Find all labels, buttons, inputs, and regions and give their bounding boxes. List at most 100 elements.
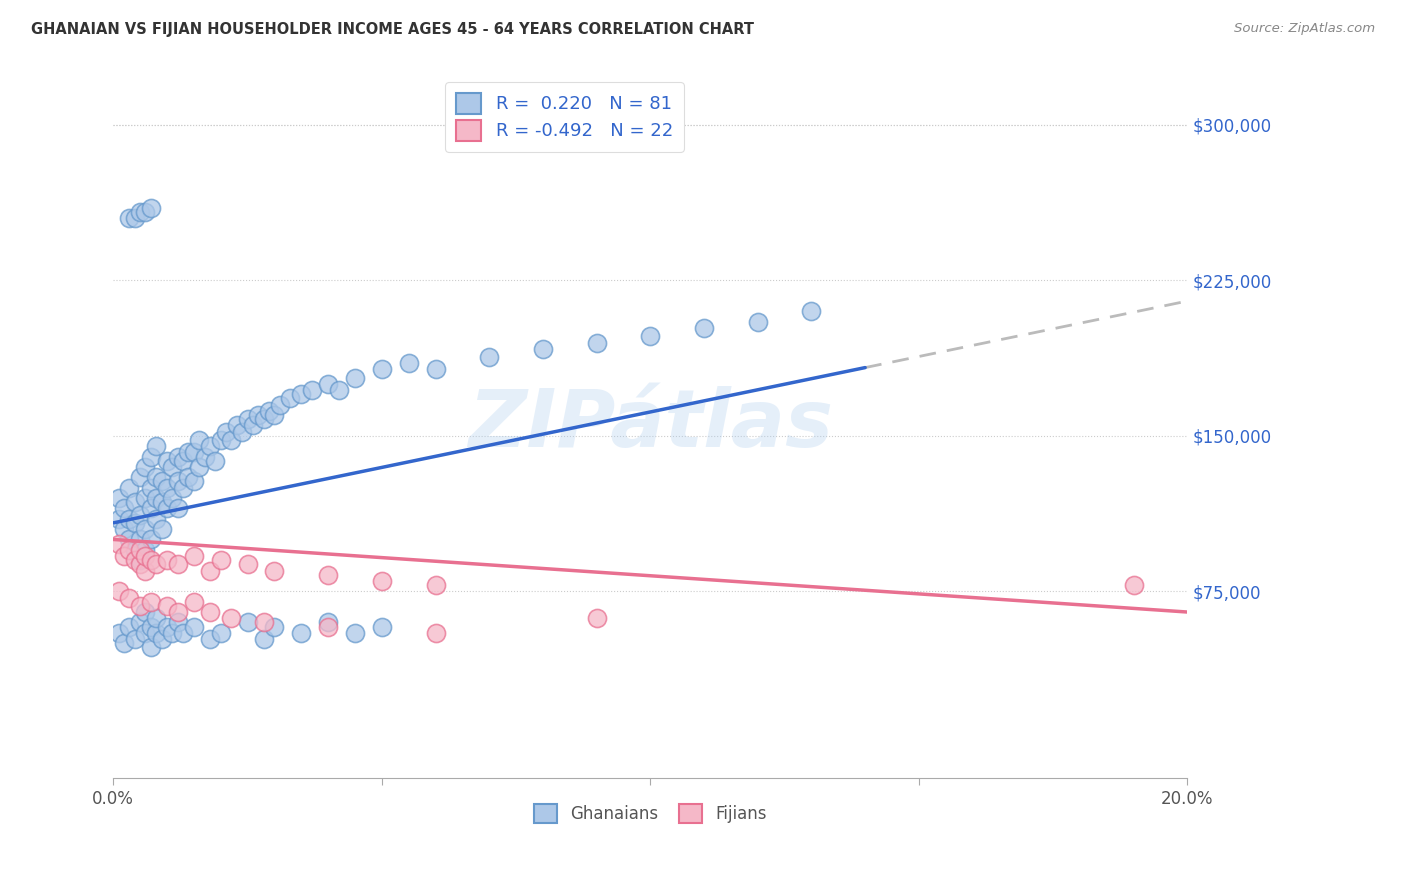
- Point: [118, 533, 141, 547]
- Point: [118, 512, 141, 526]
- Point: [343, 625, 366, 640]
- Point: [134, 459, 156, 474]
- Point: [398, 356, 420, 370]
- Point: [134, 542, 156, 557]
- Point: [145, 558, 167, 572]
- Point: [747, 315, 769, 329]
- Legend: Ghanaians, Fijians: Ghanaians, Fijians: [527, 797, 773, 830]
- Point: [172, 625, 194, 640]
- Text: ZIPátlas: ZIPátlas: [468, 386, 832, 465]
- Point: [263, 619, 285, 633]
- Point: [112, 549, 135, 563]
- Point: [129, 615, 152, 630]
- Point: [129, 508, 152, 522]
- Text: GHANAIAN VS FIJIAN HOUSEHOLDER INCOME AGES 45 - 64 YEARS CORRELATION CHART: GHANAIAN VS FIJIAN HOUSEHOLDER INCOME AG…: [31, 22, 754, 37]
- Point: [162, 625, 184, 640]
- Point: [188, 433, 211, 447]
- Point: [215, 425, 238, 439]
- Point: [253, 412, 276, 426]
- Point: [290, 625, 312, 640]
- Point: [166, 558, 188, 572]
- Point: [139, 640, 162, 655]
- Point: [129, 599, 152, 613]
- Point: [129, 205, 152, 219]
- Point: [145, 512, 167, 526]
- Point: [693, 321, 716, 335]
- Point: [166, 501, 188, 516]
- Point: [225, 418, 247, 433]
- Point: [800, 304, 823, 318]
- Point: [124, 495, 146, 509]
- Point: [129, 542, 152, 557]
- Point: [316, 615, 339, 630]
- Point: [112, 636, 135, 650]
- Point: [107, 536, 129, 550]
- Point: [139, 619, 162, 633]
- Point: [145, 470, 167, 484]
- Point: [145, 491, 167, 505]
- Point: [328, 383, 350, 397]
- Point: [236, 615, 259, 630]
- Point: [257, 404, 280, 418]
- Point: [145, 439, 167, 453]
- Point: [172, 453, 194, 467]
- Point: [107, 625, 129, 640]
- Point: [150, 495, 173, 509]
- Point: [145, 611, 167, 625]
- Point: [425, 578, 447, 592]
- Point: [150, 475, 173, 489]
- Point: [124, 553, 146, 567]
- Point: [118, 591, 141, 605]
- Point: [371, 574, 394, 588]
- Point: [112, 501, 135, 516]
- Point: [425, 625, 447, 640]
- Point: [124, 211, 146, 226]
- Point: [166, 475, 188, 489]
- Point: [129, 470, 152, 484]
- Point: [183, 619, 205, 633]
- Point: [198, 439, 221, 453]
- Point: [107, 584, 129, 599]
- Point: [585, 611, 607, 625]
- Point: [188, 459, 211, 474]
- Text: Source: ZipAtlas.com: Source: ZipAtlas.com: [1234, 22, 1375, 36]
- Point: [236, 412, 259, 426]
- Point: [150, 522, 173, 536]
- Point: [139, 501, 162, 516]
- Point: [531, 342, 554, 356]
- Point: [156, 619, 179, 633]
- Point: [209, 625, 232, 640]
- Point: [162, 459, 184, 474]
- Point: [172, 481, 194, 495]
- Point: [204, 453, 226, 467]
- Point: [156, 553, 179, 567]
- Point: [263, 564, 285, 578]
- Point: [198, 564, 221, 578]
- Point: [316, 376, 339, 391]
- Point: [253, 632, 276, 646]
- Point: [166, 450, 188, 464]
- Point: [280, 392, 302, 406]
- Point: [156, 501, 179, 516]
- Point: [263, 408, 285, 422]
- Point: [134, 522, 156, 536]
- Point: [118, 211, 141, 226]
- Point: [198, 632, 221, 646]
- Point: [269, 398, 291, 412]
- Point: [198, 605, 221, 619]
- Point: [134, 491, 156, 505]
- Point: [139, 553, 162, 567]
- Point: [301, 383, 323, 397]
- Point: [129, 553, 152, 567]
- Point: [139, 595, 162, 609]
- Point: [177, 470, 200, 484]
- Point: [236, 558, 259, 572]
- Point: [166, 615, 188, 630]
- Point: [124, 542, 146, 557]
- Point: [107, 512, 129, 526]
- Point: [371, 362, 394, 376]
- Point: [177, 445, 200, 459]
- Point: [640, 329, 662, 343]
- Point: [156, 599, 179, 613]
- Point: [156, 453, 179, 467]
